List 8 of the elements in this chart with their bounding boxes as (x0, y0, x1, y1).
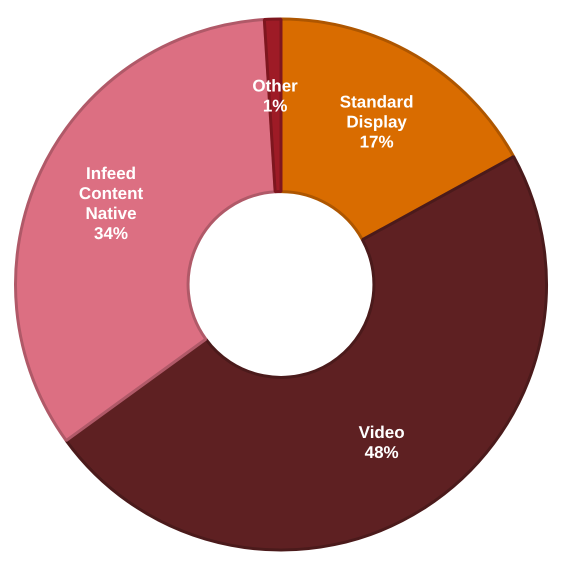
data-label: 1% (262, 96, 288, 116)
slice-label: Video (358, 422, 405, 442)
slice-label: Other (252, 76, 298, 96)
slice-label: Infeed Content Native (78, 164, 144, 224)
data-label: 48% (364, 442, 399, 462)
slice-label: Standard Display (340, 92, 414, 132)
data-label: 34% (94, 224, 128, 244)
data-label: 17% (360, 132, 394, 152)
